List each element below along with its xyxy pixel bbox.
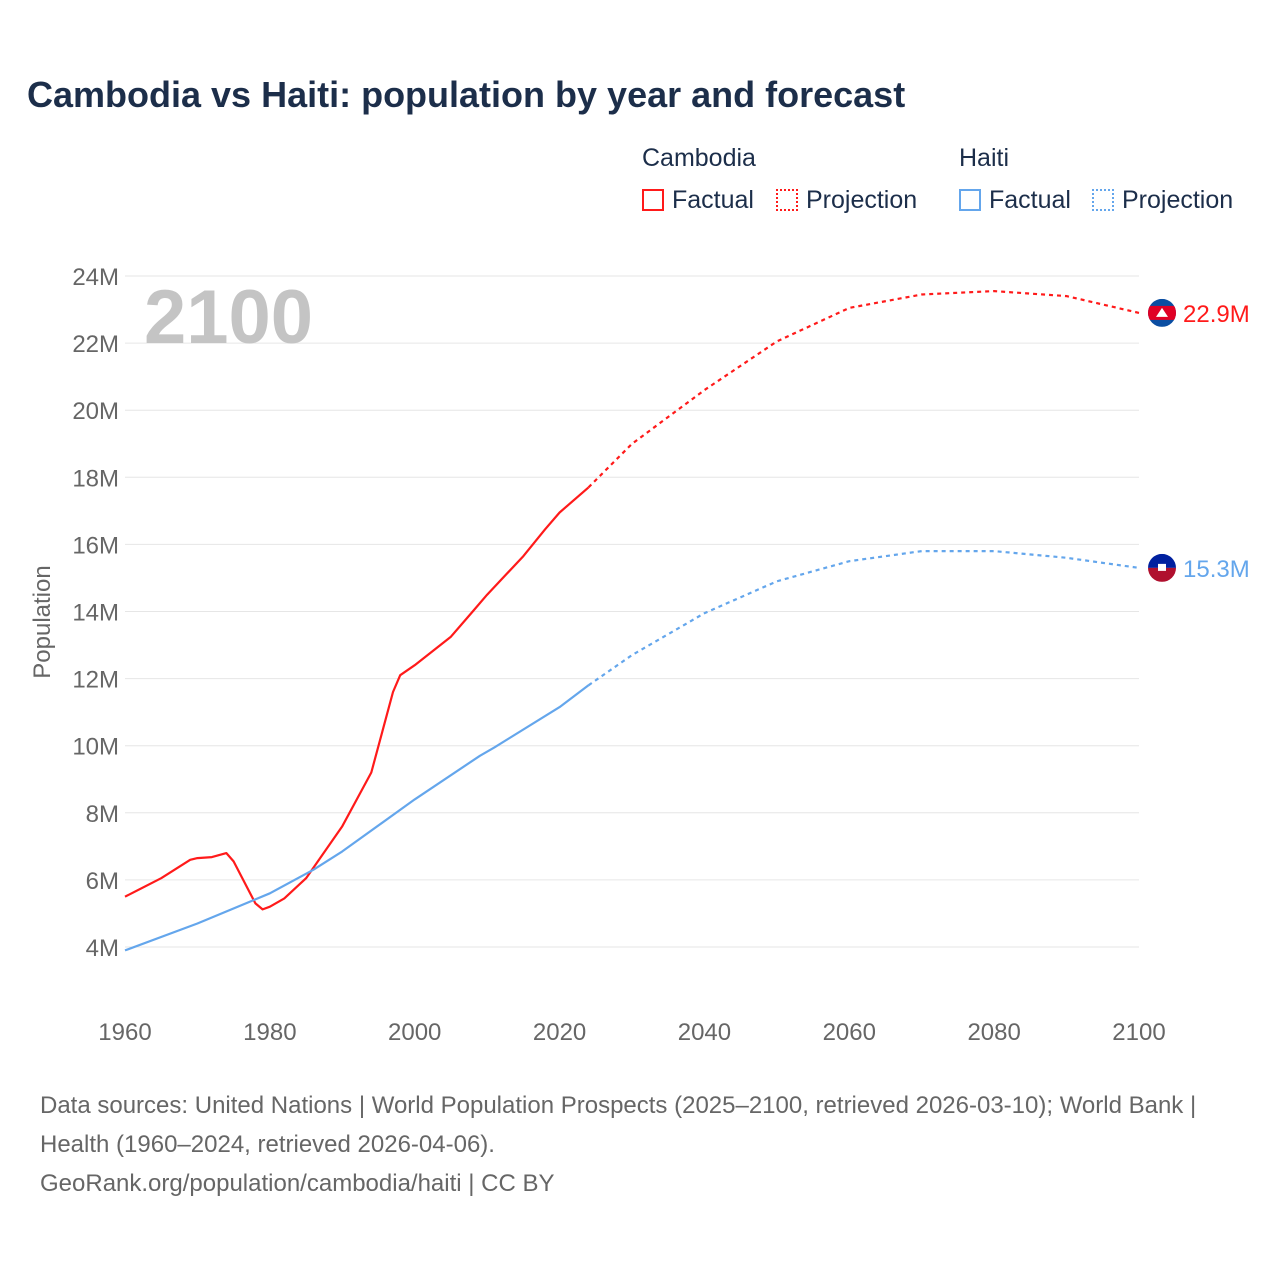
x-tick-label: 2080 (967, 1019, 1020, 1046)
y-tick-label: 6M (86, 868, 119, 895)
y-tick-label: 16M (72, 532, 119, 559)
x-tick-label: 2000 (388, 1019, 441, 1046)
cambodia-factual-line (124, 486, 590, 911)
legend-swatch-dotted-icon (776, 189, 798, 211)
legend-cambodia-projection[interactable]: Projection (776, 186, 917, 215)
y-tick-label: 14M (72, 600, 119, 627)
y-tick-label: 12M (72, 667, 119, 694)
x-tick-label: 1980 (243, 1019, 296, 1046)
x-tick-label: 2100 (1112, 1019, 1165, 1046)
legend-label: Factual (989, 186, 1071, 214)
footer: Data sources: United Nations | World Pop… (40, 1086, 1240, 1203)
legend-label: Factual (672, 186, 754, 214)
y-tick-label: 22M (72, 331, 119, 358)
year-watermark: 2100 (144, 275, 313, 360)
footer-sources: Data sources: United Nations | World Pop… (40, 1092, 1197, 1158)
y-axis-label: Population (29, 565, 56, 678)
haiti-factual-line (124, 684, 590, 952)
y-tick-label: 8M (86, 801, 119, 828)
haiti-end-label: 15.3M (1183, 556, 1250, 583)
x-tick-label: 1960 (98, 1019, 151, 1046)
y-tick-label: 18M (72, 465, 119, 492)
chart-title: Cambodia vs Haiti: population by year an… (27, 74, 906, 115)
legend-label: Projection (1122, 186, 1234, 214)
y-tick-label: 4M (86, 935, 119, 962)
cambodia-projection-line (587, 289, 1140, 489)
legend-cambodia-factual[interactable]: Factual (642, 186, 754, 215)
legend-swatch-solid-icon (959, 189, 981, 211)
footer-credit[interactable]: GeoRank.org/population/cambodia/haiti | … (40, 1170, 555, 1197)
y-tick-label: 10M (72, 734, 119, 761)
haiti-projection-line (587, 550, 1140, 687)
x-tick-label: 2060 (823, 1019, 876, 1046)
cambodia-flag-icon (1148, 298, 1176, 327)
legend-haiti-factual[interactable]: Factual (959, 186, 1071, 215)
legend-swatch-solid-icon (642, 189, 664, 211)
cambodia-end-label: 22.9M (1183, 301, 1250, 328)
legend-label: Projection (806, 186, 918, 214)
legend-haiti-projection[interactable]: Projection (1092, 186, 1233, 215)
plot-area: 4M 6M 8M 10M 12M 14M 16M 18M 20M 22M 24M 1960 1980 20… (29, 264, 1250, 1046)
legend-swatch-dotted-icon (1092, 189, 1114, 211)
legend-group-cambodia: Cambodia (642, 144, 756, 172)
y-tick-label: 20M (72, 398, 119, 425)
x-tick-label: 2040 (678, 1019, 731, 1046)
x-tick-label: 2020 (533, 1019, 586, 1046)
haiti-flag-icon (1148, 553, 1176, 582)
y-tick-label: 24M (72, 264, 119, 291)
legend-group-haiti: Haiti (959, 144, 1010, 172)
